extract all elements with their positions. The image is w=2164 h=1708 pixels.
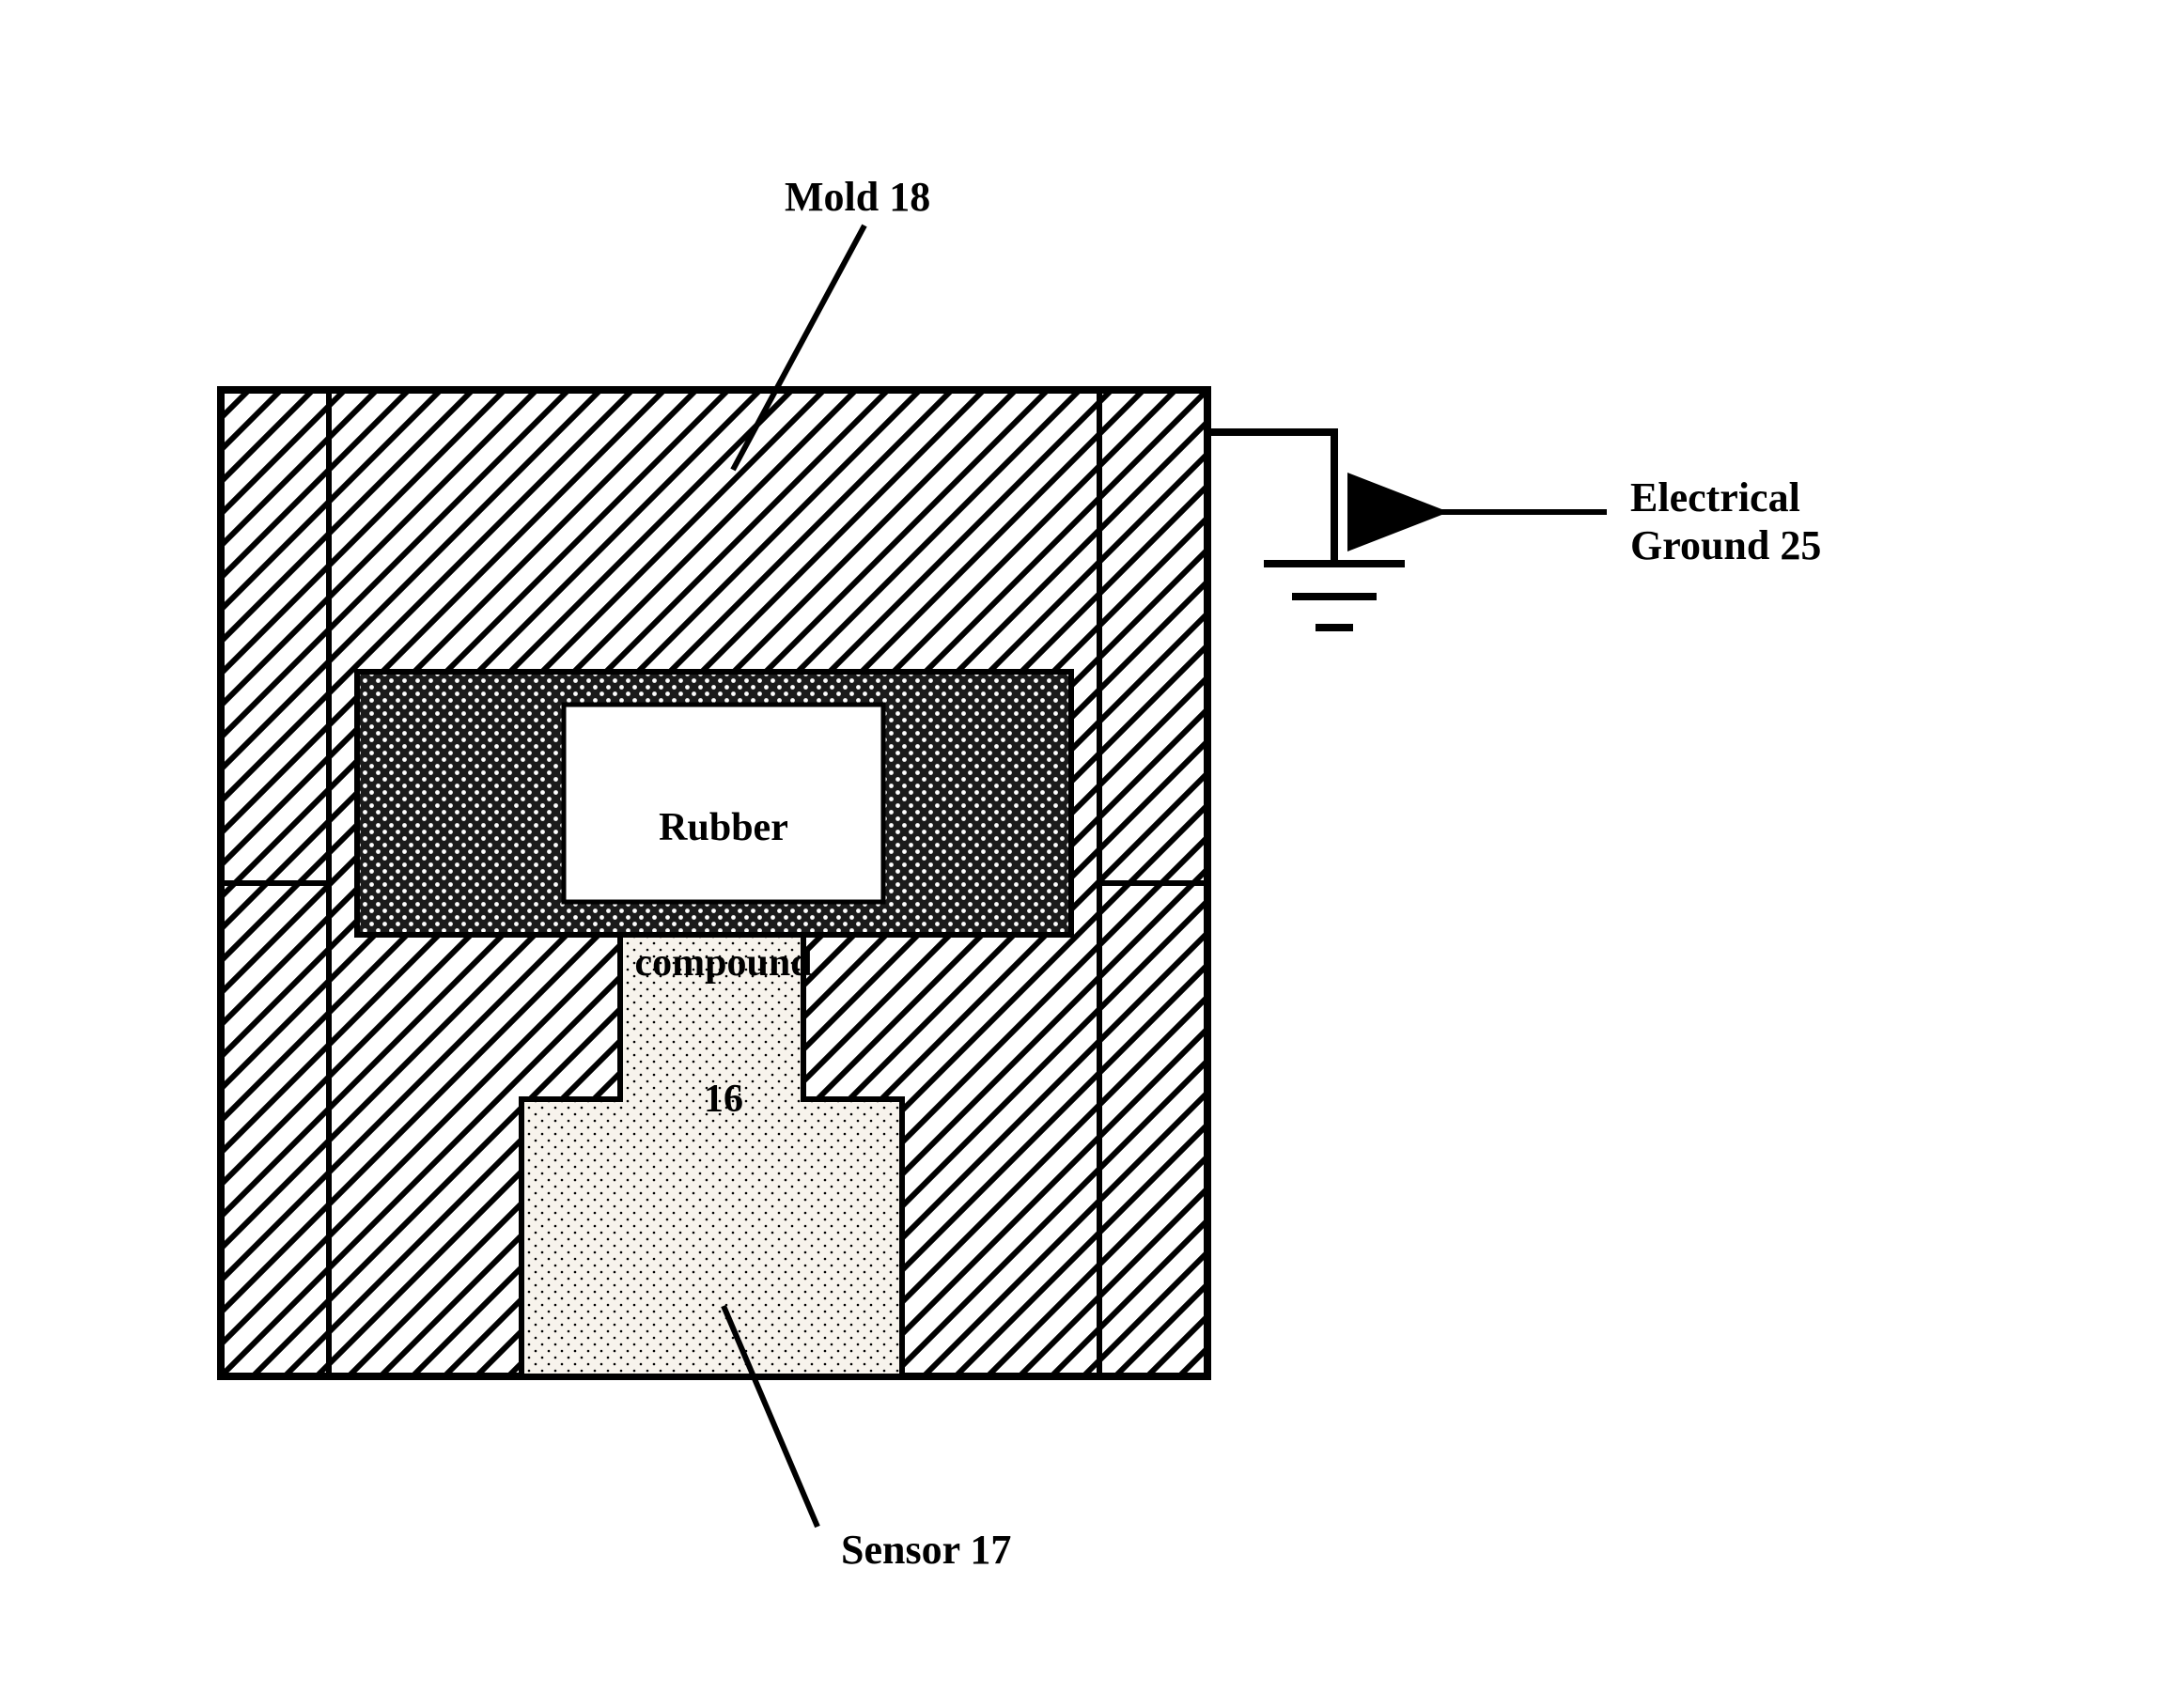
label-rubber: Rubber compound 16 bbox=[564, 714, 883, 1168]
ground-symbol bbox=[1207, 432, 1405, 628]
label-rubber-line3: 16 bbox=[564, 1077, 883, 1122]
mold-diagram bbox=[0, 0, 2164, 1708]
label-rubber-line2: compound bbox=[564, 940, 883, 986]
label-rubber-line1: Rubber bbox=[564, 805, 883, 850]
label-sensor: Sensor 17 bbox=[841, 1527, 1011, 1575]
label-ground: Electrical Ground 25 bbox=[1630, 474, 1821, 569]
label-mold: Mold 18 bbox=[785, 174, 930, 222]
